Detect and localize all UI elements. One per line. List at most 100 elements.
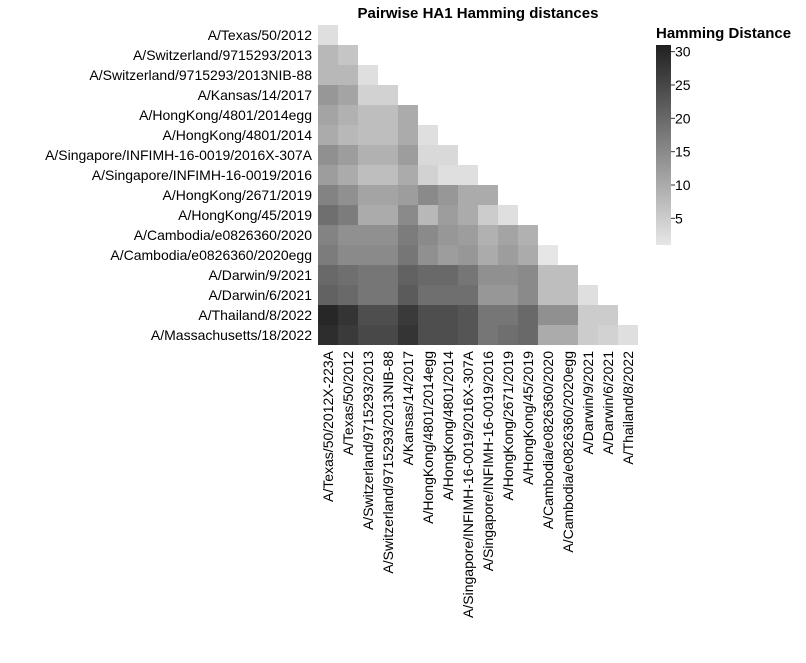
heatmap-cell <box>398 105 418 125</box>
heatmap-cell <box>598 305 618 325</box>
heatmap-cell <box>358 305 378 325</box>
heatmap-cell <box>338 305 358 325</box>
heatmap-cell <box>418 305 438 325</box>
heatmap-cell <box>358 105 378 125</box>
heatmap-cell <box>338 205 358 225</box>
heatmap-cell <box>338 225 358 245</box>
heatmap-cell <box>458 185 478 205</box>
heatmap-cell <box>458 325 478 345</box>
heatmap-cell <box>378 225 398 245</box>
y-tick-label: A/Switzerland/9715293/2013 <box>133 47 312 63</box>
heatmap-cell <box>338 85 358 105</box>
heatmap-cell <box>458 285 478 305</box>
heatmap-cell <box>318 165 338 185</box>
heatmap-cell <box>318 305 338 325</box>
x-axis-labels: A/Texas/50/2012X-223A A/Texas/50/2012 A/Sw… <box>320 350 636 618</box>
heatmap-cell <box>338 265 358 285</box>
legend-tick-label: 30 <box>675 44 691 60</box>
heatmap-cell <box>338 125 358 145</box>
x-tick-label: A/HongKong/45/2019 <box>520 351 536 485</box>
heatmap-cell <box>398 165 418 185</box>
heatmap-cell <box>378 145 398 165</box>
x-tick-label: A/HongKong/4801/2014 <box>440 351 456 501</box>
x-tick-label: A/Singapore/INFIMH-16-0019/2016 <box>480 351 496 571</box>
x-tick-label: A/Texas/50/2012X-223A <box>320 350 336 502</box>
x-tick-label: A/Cambodia/e0826360/2020 <box>540 351 556 529</box>
heatmap-cell <box>398 145 418 165</box>
heatmap-cell <box>438 325 458 345</box>
heatmap-cell <box>558 305 578 325</box>
y-tick-label: A/Thailand/8/2022 <box>198 307 312 323</box>
heatmap-cell <box>438 265 458 285</box>
heatmap-cell <box>418 205 438 225</box>
y-tick-label: A/Darwin/6/2021 <box>208 287 312 303</box>
heatmap-cell <box>498 225 518 245</box>
heatmap-cell <box>418 225 438 245</box>
heatmap-cell <box>338 45 358 65</box>
heatmap-cell <box>438 165 458 185</box>
x-tick-label: A/Darwin/9/2021 <box>580 351 596 455</box>
heatmap-cell <box>438 305 458 325</box>
heatmap-cell <box>358 245 378 265</box>
heatmap-cell <box>518 305 538 325</box>
heatmap-cell <box>358 125 378 145</box>
heatmap-cell <box>498 205 518 225</box>
x-tick-label: A/Kansas/14/2017 <box>400 351 416 466</box>
heatmap-cell <box>378 105 398 125</box>
legend-ticks: 5 10 15 20 25 30 <box>671 44 691 226</box>
heatmap-cell <box>358 165 378 185</box>
heatmap-cell <box>538 305 558 325</box>
heatmap-cell <box>438 225 458 245</box>
heatmap-cell <box>538 265 558 285</box>
heatmap-cell <box>418 165 438 185</box>
x-tick-label: A/Switzerland/9715293/2013 <box>360 351 376 530</box>
heatmap-cell <box>358 325 378 345</box>
y-tick-label: A/Massachusetts/18/2022 <box>151 327 312 343</box>
y-tick-label: A/HongKong/4801/2014egg <box>139 107 312 123</box>
legend-title: Hamming Distance <box>656 25 791 42</box>
y-tick-label: A/Cambodia/e0826360/2020egg <box>110 247 312 263</box>
heatmap-cell <box>598 325 618 345</box>
heatmap-cell <box>318 205 338 225</box>
heatmap-cell <box>378 285 398 305</box>
heatmap-cell <box>418 325 438 345</box>
heatmap-cell <box>418 265 438 285</box>
heatmap-cell <box>418 125 438 145</box>
heatmap-cell <box>398 245 418 265</box>
heatmap-cell <box>398 125 418 145</box>
legend-color-bar <box>656 45 671 245</box>
heatmap-cell <box>378 165 398 185</box>
heatmap-cell <box>338 165 358 185</box>
y-tick-label: A/HongKong/4801/2014 <box>163 127 313 143</box>
heatmap-cell <box>378 85 398 105</box>
heatmap-cell <box>318 225 338 245</box>
color-legend: Hamming Distance 5 10 15 20 25 30 <box>656 25 791 245</box>
x-tick-label: A/Texas/50/2012 <box>340 351 356 456</box>
heatmap-cell <box>318 65 338 85</box>
heatmap-cell <box>418 285 438 305</box>
y-tick-label: A/Kansas/14/2017 <box>198 87 313 103</box>
heatmap-cell <box>478 245 498 265</box>
heatmap-cell <box>498 265 518 285</box>
heatmap-cell <box>578 305 598 325</box>
heatmap-cell <box>318 145 338 165</box>
heatmap-cell <box>318 325 338 345</box>
heatmap-cell <box>498 325 518 345</box>
heatmap-cell <box>318 25 338 45</box>
y-tick-label: A/Cambodia/e0826360/2020 <box>134 227 312 243</box>
chart-title: Pairwise HA1 Hamming distances <box>358 5 599 22</box>
heatmap-cell <box>358 285 378 305</box>
x-tick-label: A/Thailand/8/2022 <box>620 351 636 465</box>
heatmap-cell <box>358 225 378 245</box>
heatmap-cell <box>498 305 518 325</box>
heatmap-cell <box>558 265 578 285</box>
heatmap-cell <box>458 305 478 325</box>
heatmap-cell <box>378 185 398 205</box>
heatmap-cell <box>338 325 358 345</box>
heatmap-cell <box>478 305 498 325</box>
heatmap-cell <box>498 245 518 265</box>
heatmap-cell <box>558 285 578 305</box>
heatmap-cell <box>378 125 398 145</box>
heatmap-cell <box>478 265 498 285</box>
